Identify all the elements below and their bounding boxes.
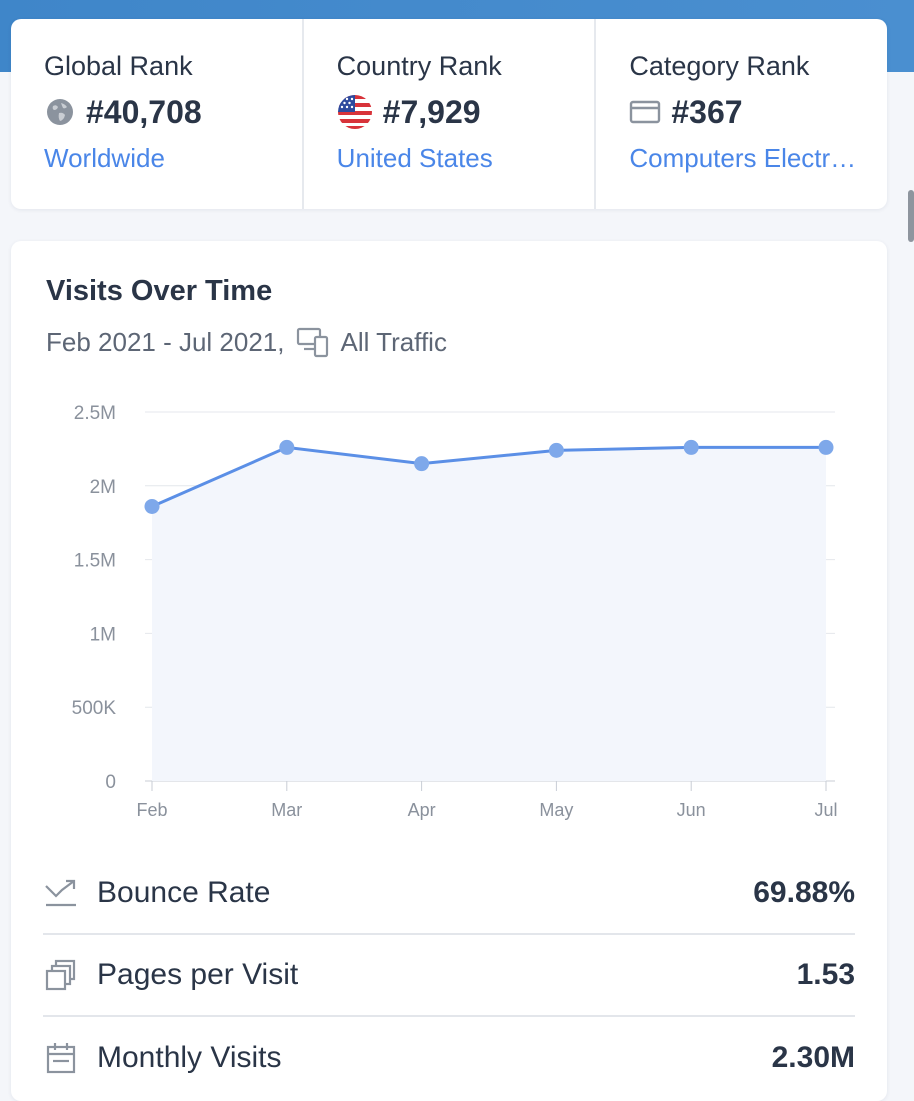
category-rank-section: Category Rank #367 Computers Electr…: [594, 19, 887, 209]
us-flag-icon: [337, 94, 373, 130]
scrollbar-thumb[interactable]: [908, 190, 914, 242]
rank-card: Global Rank #40,708 Worldwide Country Ra…: [11, 19, 887, 209]
bounce-rate-value: 69.88%: [753, 876, 855, 909]
bounce-rate-row: Bounce Rate 69.88%: [43, 853, 855, 935]
y-tick-label: 1.5M: [74, 551, 116, 572]
visits-period: Feb 2021 - Jul 2021,: [46, 326, 285, 357]
devices-icon: [295, 325, 331, 359]
visits-subtitle: Feb 2021 - Jul 2021, All Traffic: [46, 325, 447, 359]
globe-icon: [44, 96, 76, 128]
data-point: [683, 439, 699, 455]
series-line: [151, 445, 826, 508]
category-rank-label: Category Rank: [629, 51, 810, 81]
global-rank-section: Global Rank #40,708 Worldwide: [11, 19, 302, 209]
category-link[interactable]: Computers Electr…: [629, 143, 857, 173]
pages-per-visit-label: Pages per Visit: [97, 958, 299, 991]
visits-chart: 0 500K 1M 1.5M 2M 2.5M Feb Mar Apr May Jun Jul: [72, 403, 838, 820]
x-tick-label: Apr: [408, 800, 436, 820]
global-rank-label: Global Rank: [44, 51, 193, 81]
visits-title: Visits Over Time: [46, 275, 273, 307]
x-tick-label: May: [539, 800, 573, 820]
y-tick-label: 0: [105, 772, 116, 793]
data-point: [279, 439, 295, 455]
category-rank-value: #367: [671, 93, 743, 130]
pages-icon: [43, 957, 79, 993]
united-states-link[interactable]: United States: [336, 143, 493, 173]
y-tick-label: 500K: [72, 698, 117, 719]
y-tick-label: 2.5M: [74, 403, 116, 424]
visits-traffic-type: All Traffic: [340, 326, 447, 357]
data-point: [144, 498, 160, 514]
x-tick-label: Jun: [677, 800, 706, 820]
country-rank-label: Country Rank: [336, 51, 502, 81]
monthly-visits-label: Monthly Visits: [97, 1041, 282, 1074]
bounce-icon: [43, 875, 79, 911]
x-tick-label: Mar: [271, 800, 302, 820]
area-fill: [152, 447, 826, 781]
y-tick-label: 2M: [90, 477, 116, 498]
category-icon: [629, 96, 661, 128]
x-tick-label: Jul: [814, 800, 837, 820]
country-rank-value: #7,929: [382, 93, 481, 130]
data-point: [414, 456, 430, 472]
pages-per-visit-value: 1.53: [796, 958, 855, 991]
worldwide-link[interactable]: Worldwide: [44, 143, 165, 173]
y-tick-label: 1M: [90, 624, 116, 645]
pages-per-visit-row: Pages per Visit 1.53: [43, 935, 855, 1017]
country-rank-section: Country Rank: [301, 19, 595, 209]
x-tick-label: Feb: [136, 800, 167, 820]
calendar-icon: [43, 1040, 79, 1076]
monthly-visits-value: 2.30M: [771, 1041, 855, 1074]
visits-card: Visits Over Time Feb 2021 - Jul 2021, Al…: [11, 241, 887, 1101]
monthly-visits-row: Monthly Visits 2.30M: [43, 1017, 855, 1099]
global-rank-value: #40,708: [86, 93, 202, 130]
bounce-rate-label: Bounce Rate: [97, 876, 271, 909]
data-point: [548, 442, 564, 458]
data-point: [818, 439, 834, 455]
